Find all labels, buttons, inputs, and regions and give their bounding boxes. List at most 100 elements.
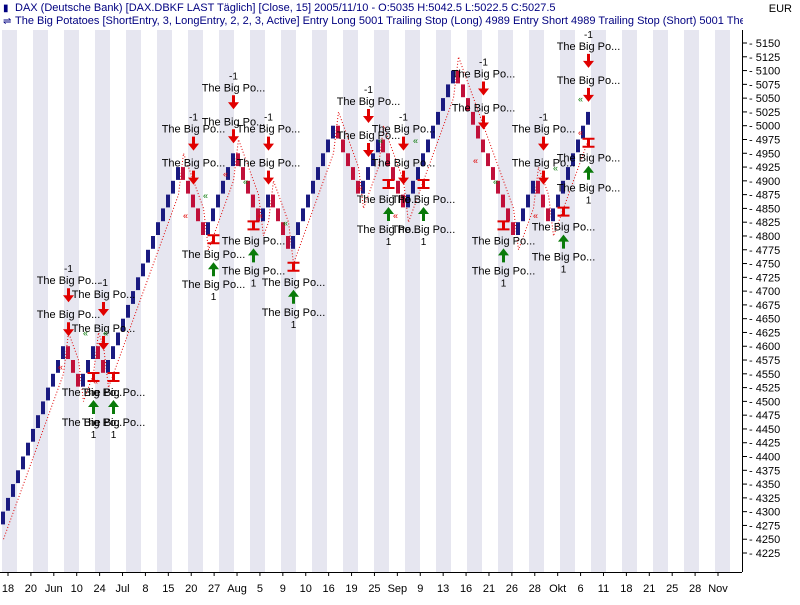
y-tick-label: - 4775 bbox=[749, 245, 780, 257]
signal-label: The Big Po... bbox=[557, 75, 621, 87]
chevron-icon: « bbox=[393, 210, 398, 220]
y-tick-label: - 5150 bbox=[749, 38, 780, 50]
signal-value: 1 bbox=[251, 278, 257, 289]
signal-label: The Big Po... bbox=[162, 124, 226, 136]
long-entry-signal: The Big Po...The Big Po...1 bbox=[82, 372, 145, 441]
brick-up bbox=[21, 456, 25, 470]
brick-up bbox=[331, 125, 335, 139]
signal-label: The Big Po... bbox=[72, 323, 136, 335]
brick-up bbox=[416, 167, 420, 180]
signal-label: The Big Po... bbox=[337, 96, 401, 108]
x-tick-label: 5 bbox=[257, 583, 263, 595]
y-tick-label: - 4750 bbox=[749, 259, 780, 271]
y-tick-label: - 5000 bbox=[749, 121, 780, 133]
x-tick-label: 8 bbox=[142, 583, 148, 595]
signal-label: The Big Po... bbox=[472, 235, 536, 247]
arrow-up-icon bbox=[558, 234, 569, 249]
background-stripe bbox=[498, 30, 513, 572]
brick-down bbox=[71, 360, 75, 373]
signal-value: 1 bbox=[91, 430, 97, 441]
y-tick-label: - 4725 bbox=[749, 272, 780, 284]
chevron-icon: « bbox=[243, 177, 248, 187]
arrow-down-icon bbox=[398, 170, 409, 185]
brick-up bbox=[61, 346, 65, 359]
brick-up bbox=[576, 139, 580, 153]
brick-up bbox=[431, 125, 435, 139]
brick-down bbox=[281, 222, 285, 235]
signal-value: 1 bbox=[586, 196, 592, 207]
brick-up bbox=[111, 346, 115, 359]
brick-up bbox=[311, 180, 315, 194]
arrow-up-icon bbox=[88, 400, 99, 415]
stop-marker-icon bbox=[107, 372, 120, 383]
indicator-icon: ⇌ bbox=[3, 16, 12, 27]
brick-down bbox=[101, 360, 105, 373]
signal-label: The Big Po... bbox=[262, 277, 326, 289]
arrow-up-icon bbox=[498, 248, 509, 263]
background-stripes bbox=[2, 30, 730, 572]
signal-label: The Big Po... bbox=[452, 102, 516, 114]
x-tick-label: 28 bbox=[689, 583, 701, 595]
brick-down bbox=[491, 167, 495, 180]
arrow-down-icon bbox=[478, 81, 489, 96]
brick-up bbox=[51, 373, 55, 387]
x-tick-label: 20 bbox=[185, 583, 197, 595]
long-entry-signal: The Big Po...The Big Po...1 bbox=[222, 220, 285, 289]
brick-down bbox=[196, 208, 200, 222]
signal-label: The Big Po... bbox=[202, 116, 266, 128]
chevron-icon: « bbox=[183, 210, 188, 220]
arrow-down-icon bbox=[263, 136, 274, 151]
brick-up bbox=[136, 277, 140, 291]
y-tick-label: - 4325 bbox=[749, 493, 780, 505]
chevron-icon: « bbox=[283, 218, 288, 228]
brick-up bbox=[551, 208, 555, 222]
x-tick-label: 20 bbox=[25, 583, 37, 595]
background-stripe bbox=[374, 30, 389, 572]
stop-marker-icon bbox=[207, 234, 220, 245]
brick-down bbox=[471, 111, 475, 125]
y-tick-label: - 4550 bbox=[749, 369, 780, 381]
arrow-down-icon bbox=[398, 136, 409, 151]
x-tick-label: 13 bbox=[437, 583, 449, 595]
chevron-icon: « bbox=[493, 177, 498, 187]
x-tick-label: Jun bbox=[45, 583, 63, 595]
currency-label: EUR bbox=[768, 3, 792, 15]
long-entry-signal: The Big Po...The Big Po...1 bbox=[182, 234, 245, 303]
signal-label: The Big Po... bbox=[532, 252, 596, 264]
arrow-up-icon bbox=[418, 207, 429, 222]
signal-value: -1 bbox=[229, 71, 238, 82]
signal-label: The Big Po... bbox=[512, 124, 576, 136]
signal-value: -1 bbox=[399, 113, 408, 124]
y-tick-label: - 4875 bbox=[749, 190, 780, 202]
brick-up bbox=[116, 332, 120, 346]
instrument-info: DAX (Deutsche Bank) [DAX.DBKF LAST Tägli… bbox=[15, 2, 556, 14]
brick-down bbox=[546, 208, 550, 222]
brick-up bbox=[151, 236, 155, 249]
signal-label: The Big Po... bbox=[557, 183, 621, 195]
brick-down bbox=[476, 125, 480, 139]
background-stripe bbox=[715, 30, 730, 572]
x-tick-label: 25 bbox=[368, 583, 380, 595]
arrow-up-icon bbox=[248, 248, 259, 263]
brick-up bbox=[521, 208, 525, 222]
brick-up bbox=[36, 415, 40, 428]
x-tick-label: Sep bbox=[388, 583, 408, 595]
brick-up bbox=[321, 153, 325, 167]
background-stripe bbox=[560, 30, 575, 572]
arrow-down-icon bbox=[98, 302, 109, 317]
indicator-info: The Big Potatoes [ShortEntry, 3, LongEnt… bbox=[15, 15, 743, 27]
brick-up bbox=[566, 167, 570, 180]
brick-up bbox=[266, 194, 270, 208]
signal-value: -1 bbox=[364, 85, 373, 96]
arrow-down-icon bbox=[538, 136, 549, 151]
signal-label: The Big Po... bbox=[357, 194, 421, 206]
y-tick-label: - 4675 bbox=[749, 300, 780, 312]
brick-down bbox=[346, 153, 350, 167]
